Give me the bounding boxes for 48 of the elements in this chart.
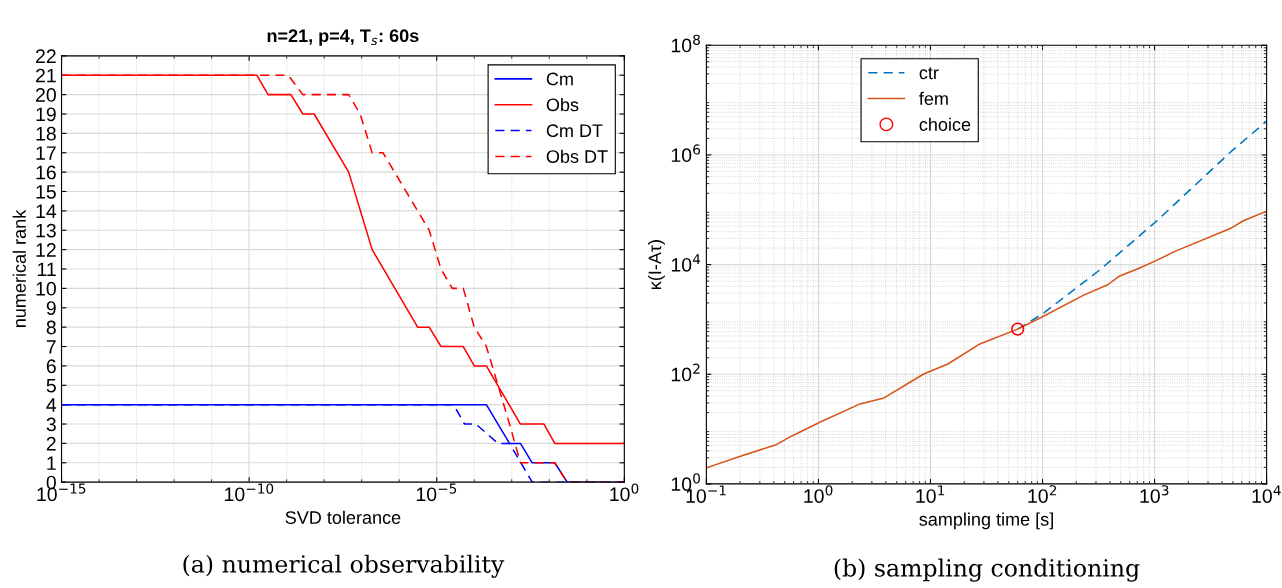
y-tick-label: 21 [36,68,56,83]
y-tick-label: 14 [36,204,57,218]
y-tick-label: 12 [36,243,56,257]
legend-label: Obs [546,97,579,112]
y-tick-label: 19 [36,107,56,122]
x-tick-label: 10$^{−5}$ [416,483,457,502]
y-tick-label: 13 [36,223,56,238]
y-tick-label: 10$^{4}$ [671,254,701,272]
y-axis-title: numerical rank [12,209,26,328]
x-tick-label: 10$^{3}$ [1140,485,1169,503]
legend-label: choice [919,117,971,131]
x-tick-label: 10$^{−10}$ [225,483,274,502]
y-axis-title: κ(I-Aτ) [648,240,665,290]
x-tick-label: 10$^{1}$ [916,485,945,503]
text: (a) numerical observability [183,554,505,578]
y-tick-label: 22 [36,49,56,63]
y-tick-label: 9 [46,301,56,315]
x-axis-title: sampling time [s] [919,512,1053,530]
y-tick-label: 7 [46,340,56,354]
y-tick-label: 2 [46,436,56,451]
y-tick-label: 8 [46,320,56,335]
y-tick-label: 10$^{2}$ [671,363,700,382]
y-tick-label: 6 [46,359,56,374]
x-tick-label: 10$^{2}$ [1028,485,1057,503]
y-tick-label: 17 [36,146,56,160]
y-tick-label: 10$^{8}$ [671,34,700,53]
legend-label: ctr [919,67,939,80]
y-tick-label: 10 [36,281,56,296]
y-tick-label: 1 [47,456,56,470]
legend-label: Cm DT [546,124,603,138]
x-tick-label: 10$^{0}$ [610,483,639,502]
y-tick-label: 11 [37,262,56,277]
y-tick-label: 3 [46,417,56,432]
x-tick-label: 10$^{4}$ [1252,485,1281,503]
x-axis-title: SVD tolerance [285,510,401,524]
y-tick-label: 18 [36,126,56,141]
y-tick-label: 5 [46,378,56,393]
chart-title: n=21, p=4, T$_{s}$: 60s [267,29,419,46]
text: (b) sampling conditioning [834,558,1140,582]
legend-label: Cm [546,72,573,86]
legend-label: fem [919,91,948,106]
y-tick-label: 15 [36,185,56,199]
y-tick-label: 16 [36,165,56,180]
legend-label: Obs DT [546,149,608,163]
y-tick-label: 20 [36,88,56,102]
x-tick-label: 10$^{0}$ [804,485,833,503]
y-tick-label: 10$^{6}$ [671,144,701,163]
y-tick-label: 4 [46,398,57,412]
